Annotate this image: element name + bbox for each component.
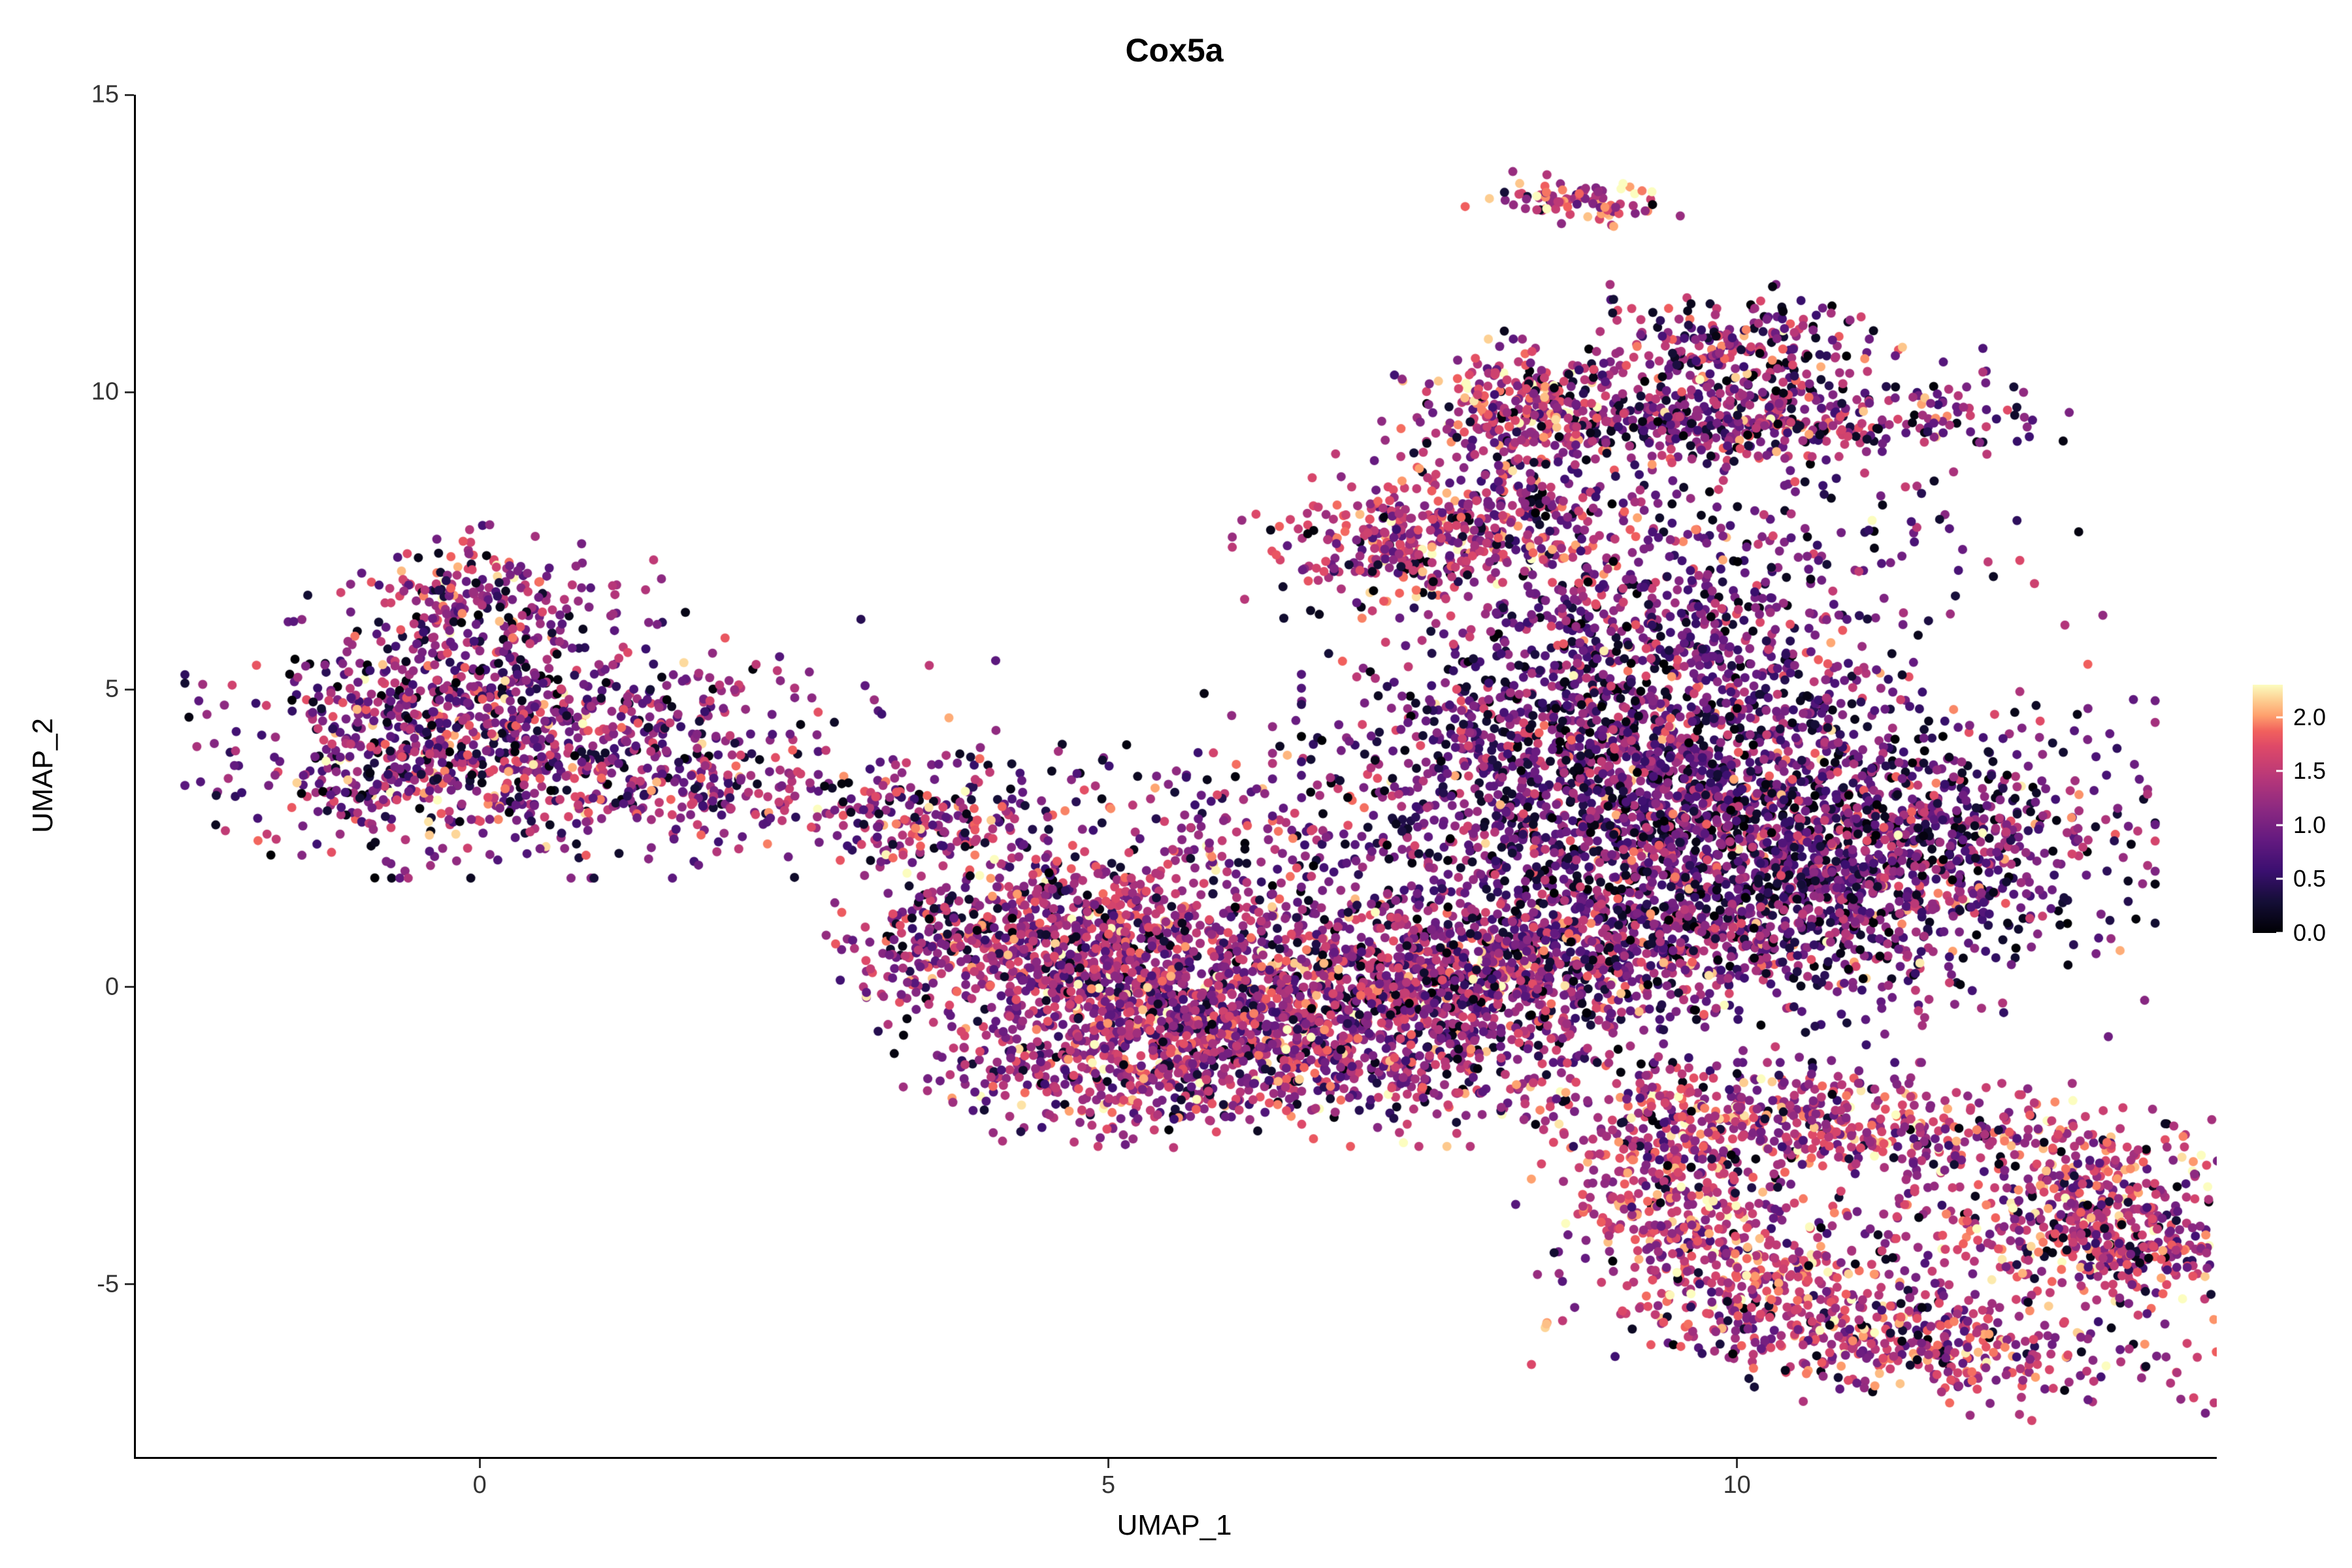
umap-scatter-canvas: [136, 95, 2217, 1457]
colorbar-tick-label: 2.0: [2293, 703, 2327, 730]
y-tick-label: -5: [97, 1270, 119, 1298]
y-tick-mark: [125, 986, 134, 988]
colorbar-tick-label: 1.0: [2293, 811, 2327, 838]
colorbar-tick-label: 0.5: [2293, 865, 2327, 892]
x-tick-label: 0: [472, 1471, 487, 1499]
colorbar-tick-mark: [2276, 824, 2283, 826]
x-tick-mark: [1736, 1459, 1739, 1468]
x-tick-mark: [478, 1459, 481, 1468]
y-tick-mark: [125, 391, 134, 393]
x-tick-mark: [1107, 1459, 1109, 1468]
colorbar-tick-mark: [2276, 770, 2283, 772]
x-tick-label: 10: [1723, 1471, 1751, 1499]
plot-title: Cox5a: [1125, 32, 1224, 69]
y-tick-mark: [125, 1283, 134, 1286]
colorbar-tick-label: 1.5: [2293, 757, 2327, 785]
y-tick-label: 5: [105, 675, 119, 703]
colorbar-tick-mark: [2276, 877, 2283, 880]
colorbar-tick-mark: [2276, 932, 2283, 934]
y-tick-mark: [125, 93, 134, 96]
expression-colorbar: 0.0 0.5 1.0 1.5 2.0: [2253, 685, 2326, 946]
colorbar-tick-label: 0.0: [2293, 919, 2327, 946]
y-tick-mark: [125, 688, 134, 691]
y-tick-label: 0: [105, 973, 119, 1001]
colorbar-tick-mark: [2276, 716, 2283, 719]
y-tick-label: 15: [91, 80, 119, 108]
plot-panel: [134, 95, 2217, 1459]
y-tick-label: 10: [91, 378, 119, 406]
x-tick-label: 5: [1101, 1471, 1116, 1499]
colorbar-gradient: [2253, 685, 2283, 933]
x-axis-title: UMAP_1: [1117, 1509, 1232, 1541]
y-axis-title: UMAP_2: [27, 717, 59, 834]
